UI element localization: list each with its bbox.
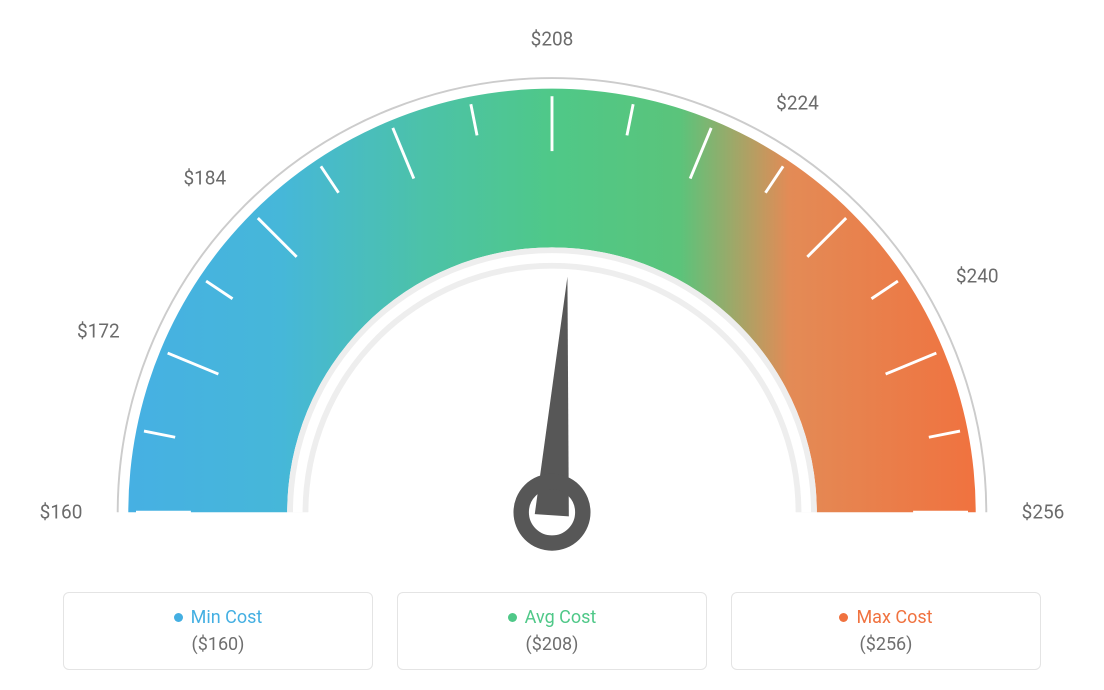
gauge-tick-label: $240 <box>956 264 999 287</box>
legend-label-row: Min Cost <box>174 607 263 628</box>
legend-dot <box>839 613 848 622</box>
legend-card: Avg Cost ($208) <box>397 592 707 670</box>
legend-row: Min Cost ($160) Avg Cost ($208) Max Cost ($25… <box>63 592 1041 670</box>
gauge-svg <box>62 50 1042 570</box>
legend-card: Max Cost ($256) <box>731 592 1041 670</box>
gauge-tick-label: $224 <box>776 91 819 114</box>
legend-value: ($256) <box>860 634 913 655</box>
legend-label-row: Avg Cost <box>508 607 597 628</box>
gauge-tick-label: $184 <box>183 166 226 189</box>
legend-label: Avg Cost <box>525 607 597 628</box>
gauge-tick-label: $172 <box>77 320 120 343</box>
gauge-container: $160$172$184$208$224$240$256 <box>62 50 1042 570</box>
legend-label-row: Max Cost <box>839 607 932 628</box>
gauge-tick-label: $160 <box>40 501 83 524</box>
legend-value: ($208) <box>526 634 579 655</box>
gauge-tick-label: $208 <box>531 28 574 51</box>
legend-label: Min Cost <box>191 607 263 628</box>
legend-card: Min Cost ($160) <box>63 592 373 670</box>
legend-label: Max Cost <box>856 607 932 628</box>
legend-dot <box>174 613 183 622</box>
legend-value: ($160) <box>192 634 245 655</box>
gauge-tick-label: $256 <box>1022 501 1065 524</box>
legend-dot <box>508 613 517 622</box>
